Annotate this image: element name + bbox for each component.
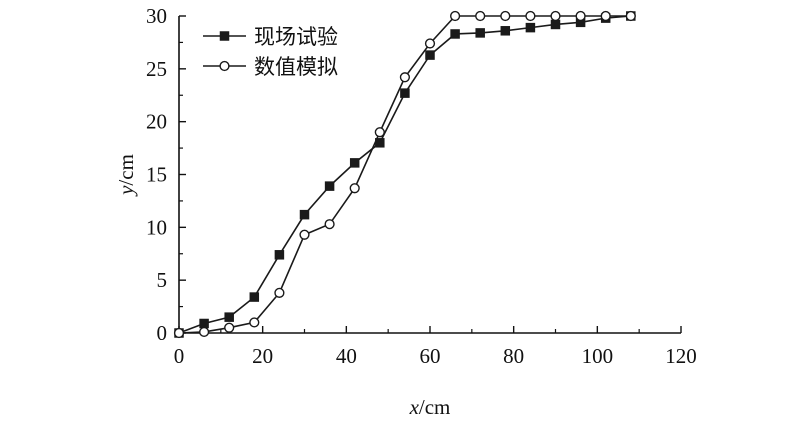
y-axis-label: y/cm [114,154,138,197]
data-point [550,19,561,30]
legend-item: 数值模拟 [203,55,338,79]
x-tick-label: 120 [665,344,697,368]
y-tick-label: 10 [146,215,167,239]
x-tick-label: 60 [420,344,441,368]
data-point [400,88,410,98]
data-point [575,10,586,22]
x-tick-label: 40 [336,344,357,368]
data-point [249,317,260,328]
data-point [475,28,485,38]
series-0 [174,11,636,338]
x-tick-label: 20 [252,344,273,368]
legend-label: 数值模拟 [254,55,338,79]
x-axis-label-var: x [409,395,420,419]
data-point [224,312,234,322]
data-point [600,10,611,22]
data-point [399,72,411,83]
y-tick-label: 15 [146,163,167,187]
y-tick-label: 25 [146,57,167,81]
data-point [450,10,461,22]
x-tick-label: 0 [174,344,185,368]
legend-marker [219,31,230,41]
series-line [178,15,631,334]
data-point [324,181,335,191]
x-axis-label: x/cm [409,395,451,419]
x-tick-label: 80 [503,344,524,368]
y-tick-label: 30 [146,4,167,28]
y-tick-label: 5 [157,268,168,292]
data-point [450,29,460,39]
data-point [525,10,536,22]
y-tick-label: 0 [157,321,168,345]
y-tick-label: 20 [146,110,167,134]
data-point [224,322,235,333]
data-point [173,327,185,339]
data-point [425,50,435,60]
y-axis-label-unit: /cm [114,154,138,186]
data-point [299,209,310,220]
data-point [349,183,360,194]
series-line [178,15,631,334]
data-point [500,26,511,36]
data-point [500,10,511,22]
legend-item: 现场试验 [203,25,338,49]
data-point [324,219,335,230]
series-1 [173,10,636,339]
data-point [525,22,536,33]
legend-marker [219,60,230,72]
data-point [249,292,260,302]
data-point [199,326,210,338]
data-point [274,250,285,260]
data-point [625,10,636,22]
data-point [199,318,209,329]
series-layer [173,10,636,339]
data-point [349,158,360,168]
data-point [374,127,385,138]
x-axis-label-unit: /cm [419,395,451,419]
y-axis-label-var: y [114,185,138,197]
data-point [424,38,436,49]
data-point [274,287,285,298]
legend-label: 现场试验 [254,25,338,49]
x-tick-label: 100 [582,344,614,368]
data-point [475,10,486,22]
data-point [299,229,310,240]
data-point [550,10,561,22]
